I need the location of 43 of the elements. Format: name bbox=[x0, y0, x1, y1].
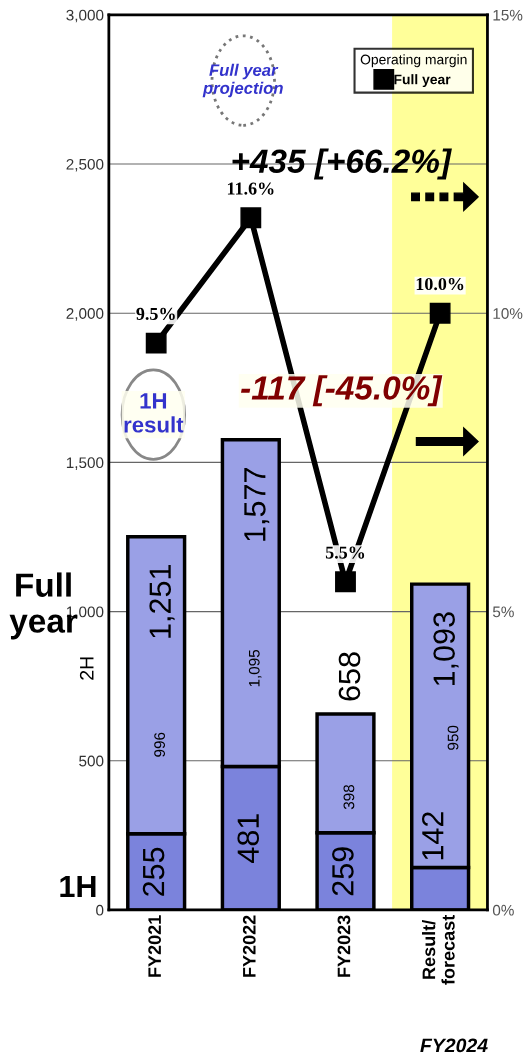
data-label: 9.5% bbox=[136, 307, 175, 321]
data-label: 5.5% bbox=[325, 546, 365, 559]
x-tick-label: FY2023 bbox=[337, 915, 351, 977]
data-label: 11.6% bbox=[227, 182, 274, 195]
legend-title: Operating margin bbox=[360, 54, 467, 68]
y2-tick-label: 5% bbox=[492, 606, 514, 618]
data-label: 398 bbox=[343, 784, 355, 810]
x-tick-label: Result/ forecast bbox=[421, 915, 455, 985]
total-label: 1,577 bbox=[244, 468, 270, 541]
y-tick-label: 1,500 bbox=[66, 457, 104, 470]
point bbox=[335, 571, 356, 593]
y-tick-label: 2,000 bbox=[66, 308, 104, 321]
annotation: -117 [-45.0%] bbox=[241, 375, 443, 407]
y-tick-label: 3,000 bbox=[66, 9, 104, 23]
y2-tick-label: 10% bbox=[493, 308, 523, 319]
point bbox=[145, 332, 167, 354]
total-label: 1,093 bbox=[433, 612, 459, 686]
series-label: 1H bbox=[60, 875, 96, 897]
data-label: 255 bbox=[142, 847, 165, 896]
y-tick-label: 0 bbox=[96, 904, 104, 916]
text: 2H bbox=[79, 657, 94, 680]
data-label: 1,095 bbox=[248, 649, 262, 687]
legend-label: Full year bbox=[394, 74, 451, 88]
total-label: 1,251 bbox=[149, 565, 175, 638]
y-tick-label: 2,500 bbox=[66, 158, 104, 172]
text: FY2024 bbox=[420, 1038, 488, 1053]
y2-tick-label: 0% bbox=[492, 904, 514, 916]
annotation: +435 [+66.2%] bbox=[232, 148, 452, 180]
y-tick-label: 500 bbox=[79, 755, 104, 767]
point bbox=[240, 207, 262, 229]
x-tick-label: FY2021 bbox=[148, 915, 162, 977]
total-label: 658 bbox=[338, 652, 361, 701]
x-tick-label: FY2022 bbox=[242, 915, 256, 977]
point bbox=[429, 302, 451, 324]
data-label: 259 bbox=[332, 847, 354, 896]
data-label: 481 bbox=[237, 814, 260, 863]
annotation: 1H result bbox=[124, 393, 184, 433]
data-label: 142 bbox=[421, 812, 444, 860]
annotation: Full year projection bbox=[202, 63, 283, 98]
data-label: 996 bbox=[154, 732, 166, 757]
y2-tick-label: 15% bbox=[493, 9, 523, 21]
data-label: 10.0% bbox=[416, 277, 464, 291]
data-label: 950 bbox=[447, 725, 459, 750]
